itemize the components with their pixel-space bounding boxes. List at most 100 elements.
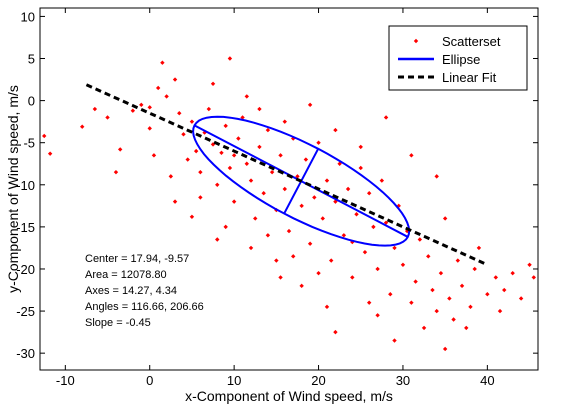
scatter-point <box>329 258 334 263</box>
scatter-point <box>92 106 98 112</box>
x-tick-label: -10 <box>56 373 75 388</box>
scatter-point <box>282 186 287 192</box>
scatter-point <box>291 136 296 141</box>
scatter-point <box>383 220 389 225</box>
scatter-point <box>442 346 448 352</box>
scatter-point <box>371 224 376 230</box>
scatter-point <box>80 124 85 129</box>
scatter-point <box>215 237 220 242</box>
scatter-point <box>240 115 245 120</box>
scatter-point <box>421 325 427 331</box>
scatter-point <box>324 178 330 183</box>
legend-scatter-marker <box>413 38 419 44</box>
scatter-point <box>345 186 351 192</box>
scatter-point <box>113 169 119 175</box>
scatter-point <box>168 174 174 179</box>
scatter-point <box>434 174 439 179</box>
scatter-point <box>358 144 363 150</box>
scatter-point <box>147 126 152 131</box>
scatter-point <box>278 153 283 158</box>
scatter-point <box>451 317 456 322</box>
x-axis-label: x-Component of Wind speed, m/s <box>185 388 393 404</box>
scatter-point <box>442 216 448 221</box>
scatter-point <box>307 102 313 108</box>
scatter-point <box>117 147 123 152</box>
scatter-point <box>227 165 233 171</box>
scatter-point <box>219 150 224 155</box>
scatter-point <box>476 245 482 251</box>
scatter-point <box>265 233 271 238</box>
stats-annotation: Center = 17.94, -9.57 Area = 12078.80 Axes… <box>85 253 204 329</box>
y-tick-label: 10 <box>21 9 35 24</box>
scatter-point <box>151 153 157 158</box>
scatter-point <box>303 157 309 162</box>
scatter-point <box>210 81 216 86</box>
scatter-point <box>472 266 477 272</box>
scatter-point <box>320 216 325 221</box>
scatter-point <box>333 127 338 133</box>
scatter-point <box>366 191 372 196</box>
annotation-line: Area = 12078.80 <box>85 269 167 281</box>
scatter-point <box>231 199 237 204</box>
scatter-point <box>413 279 418 284</box>
linear-fit-line <box>85 83 488 267</box>
scatter-point <box>316 140 321 145</box>
scatter-point <box>42 133 47 139</box>
scatter-point <box>417 237 423 242</box>
scatter-point <box>295 174 300 179</box>
scatter-point <box>215 182 220 187</box>
legend-label: Linear Fit <box>442 70 497 85</box>
scatter-point <box>299 203 304 209</box>
x-tick-label: 10 <box>227 373 241 388</box>
axes-box <box>39 7 539 371</box>
scatter-point <box>248 178 254 183</box>
scatter-point <box>227 56 233 61</box>
scatter-point <box>278 275 283 280</box>
scatter-point <box>459 283 465 289</box>
scatter-point <box>185 157 190 162</box>
scatter-point <box>409 300 414 305</box>
scatter-point <box>527 262 532 267</box>
scatter-point <box>269 169 275 175</box>
scatter-point <box>464 325 469 331</box>
scatter-point <box>155 85 161 91</box>
y-tick-label: 0 <box>28 94 35 109</box>
scatter-point <box>409 153 414 158</box>
scatter-point <box>286 228 292 234</box>
scatter-point <box>366 300 372 305</box>
x-tick-label: 0 <box>146 373 153 388</box>
y-tick-label: -15 <box>16 220 35 235</box>
scatter-point <box>379 178 385 183</box>
scatter-point <box>223 224 228 230</box>
scatter-point <box>147 105 152 110</box>
scatter-point <box>493 275 498 280</box>
scatter-point <box>426 254 431 259</box>
scatter-point <box>244 94 249 99</box>
scatter-point <box>198 169 203 175</box>
scatter-point <box>181 132 186 137</box>
scatter-point <box>244 161 249 166</box>
chart-marks <box>42 56 536 352</box>
scatter-point <box>518 296 524 301</box>
scatter-point <box>312 195 317 200</box>
scatter-point <box>105 115 110 120</box>
scatter-point <box>274 258 279 263</box>
scatter-point <box>223 123 228 129</box>
scatter-point <box>231 153 237 158</box>
legend-label: Ellipse <box>442 52 480 67</box>
scatter-point <box>189 214 195 219</box>
scatter-point <box>388 292 393 297</box>
scatter-point <box>434 308 439 314</box>
x-tick-label: 30 <box>396 373 410 388</box>
scatter-point <box>164 94 169 99</box>
scatter-point <box>189 119 195 124</box>
scatter-point <box>206 106 212 112</box>
annotation-line: Slope = -0.45 <box>85 317 151 329</box>
scatter-point <box>392 338 397 343</box>
scatter-point <box>172 199 178 204</box>
scatter-point <box>354 212 359 217</box>
annotation-line: Axes = 14.27, 4.34 <box>85 285 177 297</box>
scatter-point <box>362 249 368 255</box>
scatter-point <box>333 329 338 335</box>
